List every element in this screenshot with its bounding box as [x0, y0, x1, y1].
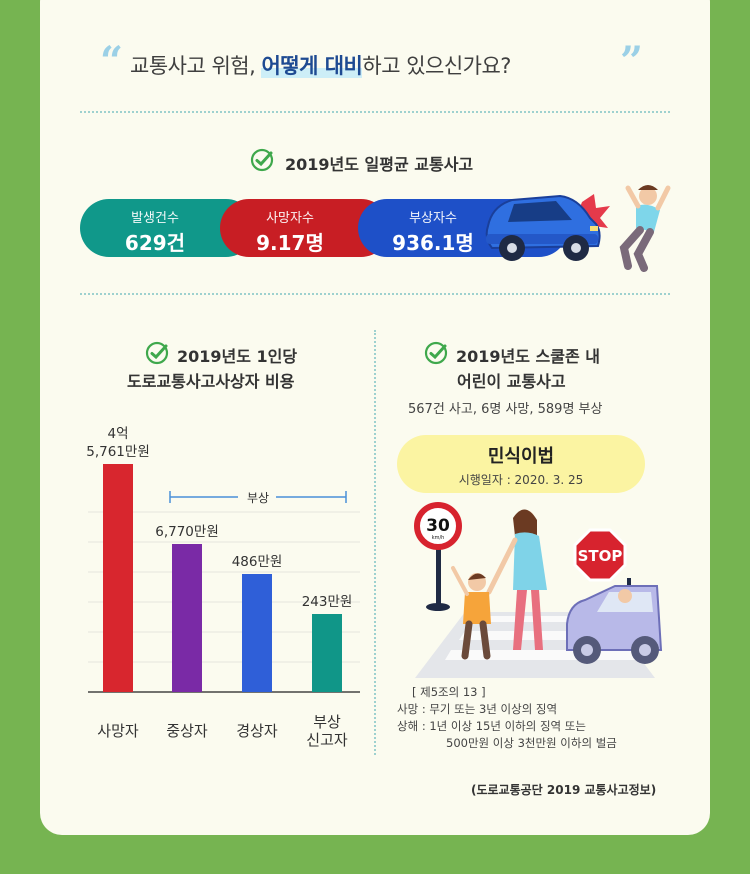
law-title: 민식이법 — [487, 446, 555, 467]
data-label: 6,770만원 — [155, 524, 219, 540]
cost-title-line2: 도로교통사고사상자 비용 — [127, 372, 295, 391]
daily-title: 2019년도 일평균 교통사고 — [285, 155, 474, 174]
category-label: 경상자 — [236, 722, 278, 740]
data-label: 486만원 — [232, 554, 283, 570]
bar — [103, 464, 133, 692]
bar — [242, 574, 272, 692]
svg-text:STOP: STOP — [578, 547, 623, 565]
check-icon — [424, 341, 448, 365]
category-label: 신고자 — [306, 731, 348, 749]
category-label: 중상자 — [166, 722, 208, 740]
category-label: 사망자 — [97, 722, 139, 740]
check-icon — [145, 341, 169, 365]
column-divider — [374, 330, 376, 755]
bracket-label: 부상 — [246, 491, 270, 505]
close-quote-icon: ” — [620, 38, 644, 85]
school-title-line1: 2019년도 스쿨존 내 — [456, 347, 600, 366]
pill-label: 부상자수 — [409, 211, 457, 226]
category-label: 부상 — [313, 713, 341, 731]
source-note: (도로교통공단 2019 교통사고정보) — [471, 783, 657, 797]
pill-value: 936.1명 — [392, 231, 474, 255]
bar — [312, 614, 342, 692]
law-note-injury: 상해 : 1년 이상 15년 이하의 징역 또는 — [397, 719, 586, 733]
divider — [80, 111, 670, 113]
injury-bracket — [169, 489, 347, 505]
pill-value: 629건 — [124, 231, 186, 255]
cost-title-line1: 2019년도 1인당 — [177, 347, 298, 366]
school-title-line2: 어린이 교통사고 — [457, 372, 566, 391]
data-label: 243만원 — [302, 594, 353, 610]
law-note-article: [ 제5조의 13 ] — [412, 685, 486, 699]
law-note-death: 사망 : 무기 또는 3년 이상의 징역 — [397, 702, 558, 716]
school-summary: 567건 사고, 6명 사망, 589명 부상 — [408, 402, 603, 417]
law-box: 민식이법 시행일자 : 2020. 3. 25 — [397, 435, 645, 493]
svg-text:30: 30 — [426, 516, 450, 536]
law-date: 시행일자 : 2020. 3. 25 — [458, 473, 584, 487]
data-label: 4억 — [107, 426, 128, 442]
divider — [80, 293, 670, 295]
law-note-fine: 500만원 이상 3천만원 이하의 벌금 — [446, 736, 617, 750]
school-zone-illustration: 30 km/h STOP — [414, 502, 663, 678]
data-label: 5,761만원 — [86, 444, 150, 460]
bar — [172, 544, 202, 692]
pill-value: 9.17명 — [256, 231, 324, 255]
check-icon — [250, 148, 274, 172]
pill-label: 발생건수 — [131, 211, 179, 226]
pill-label: 사망자수 — [266, 211, 314, 226]
svg-text:km/h: km/h — [432, 535, 445, 541]
open-quote-icon: “ — [100, 38, 124, 85]
page-title: 교통사고 위험, 어떻게 대비하고 있으신가요? — [130, 54, 511, 78]
car-crash-illustration — [485, 185, 671, 272]
